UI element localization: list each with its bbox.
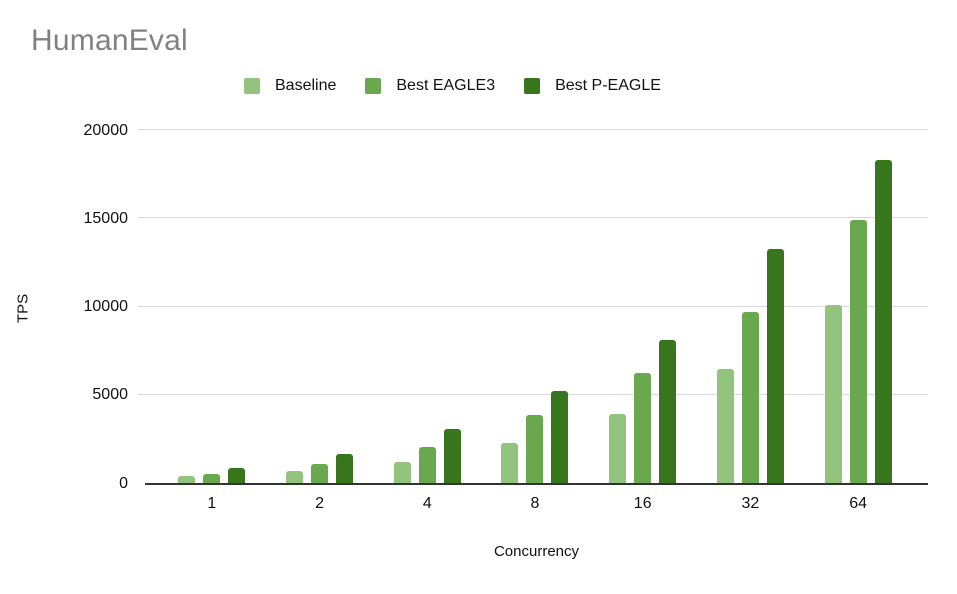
bar-group [373, 132, 481, 483]
legend-swatch-icon [244, 78, 260, 94]
bar-best-p-eagle-8 [551, 391, 569, 483]
legend-swatch-icon [524, 78, 541, 94]
bar-best-eagle3-16 [634, 372, 652, 483]
gridline [138, 305, 928, 307]
bar-baseline-8 [501, 443, 519, 483]
x-tick-label: 4 [422, 495, 432, 512]
bar-baseline-64 [824, 304, 842, 483]
x-tick-label: 8 [530, 495, 540, 512]
bar-group [266, 132, 374, 483]
bar-best-p-eagle-64 [874, 160, 892, 483]
bar-baseline-16 [609, 414, 627, 483]
y-tick-label: 10000 [83, 298, 129, 315]
x-tick-label: 16 [633, 495, 652, 512]
plot-area: 0 5000 10000 15000 20000 1 2 4 8 16 32 64 [84, 122, 928, 512]
legend-label: Baseline [275, 77, 337, 94]
x-tick-label: 64 [849, 495, 868, 512]
x-tick-label: 32 [741, 495, 760, 512]
bar-best-eagle3-2 [311, 464, 329, 483]
bar-best-eagle3-32 [741, 311, 759, 483]
y-tick-label: 5000 [92, 386, 128, 404]
bar-best-p-eagle-2 [336, 453, 354, 483]
legend-swatch-icon [365, 78, 382, 94]
legend-item: Baseline [244, 77, 336, 95]
legend: Baseline Best EAGLE3 Best P-EAGLE [244, 77, 661, 95]
y-axis-title: TPS [14, 293, 32, 324]
y-tick-label: 15000 [83, 209, 129, 227]
chart-title: HumanEval [31, 24, 188, 57]
bar-best-p-eagle-32 [766, 249, 784, 483]
bar-best-eagle3-64 [849, 220, 867, 483]
legend-label: Best P-EAGLE [555, 77, 661, 94]
bar-best-eagle3-8 [526, 415, 544, 483]
bar-best-eagle3-1 [203, 474, 221, 483]
bar-baseline-4 [393, 461, 411, 483]
y-tick-label: 0 [119, 474, 128, 492]
y-tick-label: 20000 [83, 121, 129, 139]
bar-baseline-32 [716, 369, 734, 483]
bar-groups: 1 2 4 8 16 32 64 [158, 132, 912, 512]
bar-group [589, 132, 697, 483]
bar-group [481, 132, 589, 483]
x-tick-label: 2 [315, 495, 324, 512]
x-tick-label: 1 [207, 495, 217, 512]
gridline [138, 393, 928, 395]
bar-best-p-eagle-16 [659, 340, 677, 483]
gridline [138, 129, 928, 130]
bar-baseline-1 [178, 475, 196, 483]
bar-group [804, 132, 912, 483]
bar-best-p-eagle-1 [228, 467, 246, 483]
bar-best-eagle3-4 [418, 446, 436, 483]
gridline [138, 217, 928, 219]
x-axis-title: Concurrency [493, 543, 580, 560]
bar-best-p-eagle-4 [443, 429, 461, 483]
legend-item: Best P-EAGLE [524, 77, 661, 95]
bar-baseline-2 [286, 470, 304, 483]
bar-group [158, 132, 266, 483]
legend-label: Best EAGLE3 [396, 77, 496, 94]
legend-item: Best EAGLE3 [365, 77, 495, 95]
bar-group [697, 132, 805, 483]
